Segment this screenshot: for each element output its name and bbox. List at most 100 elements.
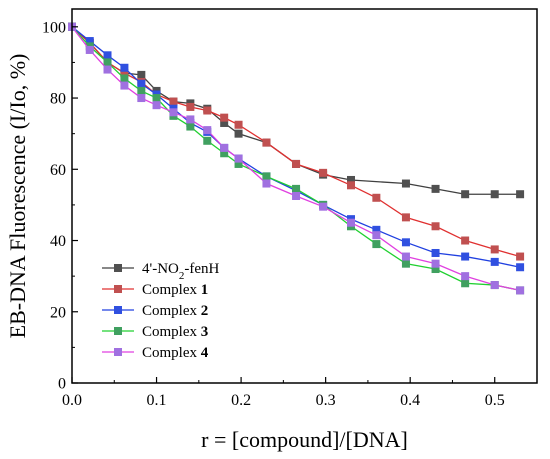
x-tick-label: 0.2 — [231, 392, 251, 409]
data-point — [372, 240, 381, 249]
data-point — [137, 79, 146, 88]
data-point — [120, 81, 129, 90]
series-layer — [68, 22, 525, 295]
data-point — [292, 159, 301, 168]
data-point — [431, 222, 440, 231]
data-point — [490, 190, 499, 199]
data-point — [516, 263, 525, 272]
y-tick-label: 100 — [42, 19, 66, 36]
legend-marker — [114, 327, 122, 335]
legend-item: 4'-NO2-fenH — [102, 261, 220, 282]
data-point — [203, 106, 212, 115]
y-tick-label: 40 — [50, 233, 66, 250]
data-point — [461, 236, 470, 245]
data-point — [234, 120, 243, 129]
data-point — [220, 149, 229, 158]
series-1 — [68, 22, 525, 199]
data-point — [431, 265, 440, 274]
legend-marker — [114, 306, 122, 314]
data-point — [120, 63, 129, 72]
legend-label: Complex 2 — [142, 303, 208, 319]
x-tick-label: 0.5 — [485, 392, 505, 409]
data-point — [292, 184, 301, 193]
data-point — [372, 193, 381, 202]
data-point — [137, 86, 146, 95]
data-point — [234, 154, 243, 163]
data-point — [169, 97, 178, 106]
data-point — [169, 108, 178, 117]
data-point — [262, 172, 271, 181]
data-point — [234, 159, 243, 168]
axes-layer: 0.0 0.1 0.2 0.3 0.4 0.5 0 20 40 60 80 100 — [42, 19, 538, 409]
legend-marker — [114, 348, 122, 356]
data-point — [103, 51, 112, 60]
data-point — [372, 231, 381, 240]
data-point — [516, 286, 525, 295]
x-tick-label: 0.4 — [400, 392, 420, 409]
data-point — [220, 113, 229, 122]
data-point — [103, 58, 112, 67]
x-axis-title: r = [compound]/[DNA] — [201, 427, 408, 452]
data-point — [490, 245, 499, 254]
data-point — [152, 94, 161, 103]
data-point — [120, 74, 129, 83]
data-point — [401, 179, 410, 188]
y-tick-label: 20 — [50, 304, 66, 321]
plot-frame — [71, 8, 538, 384]
y-tick-label: 0 — [58, 376, 66, 393]
legend-label: Complex 4 — [142, 345, 209, 361]
data-point — [461, 272, 470, 281]
series-5 — [68, 22, 525, 295]
legend-item: Complex 2 — [102, 303, 208, 319]
data-point — [401, 259, 410, 268]
data-point — [220, 143, 229, 152]
data-point — [461, 190, 470, 199]
y-axis-title: EB-DNA Fluorescence (I/Io, %) — [5, 54, 30, 339]
series-line — [71, 26, 521, 292]
legend-marker — [114, 264, 122, 272]
data-point — [401, 213, 410, 222]
data-point — [347, 218, 355, 227]
data-point — [234, 129, 243, 138]
data-point — [103, 65, 112, 74]
data-point — [186, 102, 195, 111]
series-line — [71, 26, 521, 268]
x-tick-label: 0.0 — [62, 392, 82, 409]
data-point — [220, 118, 229, 127]
legend-item: Complex 4 — [102, 345, 209, 361]
data-point — [85, 37, 94, 46]
data-point — [262, 179, 271, 188]
data-point — [319, 168, 328, 177]
x-tick-label: 0.3 — [316, 392, 336, 409]
data-point — [431, 248, 440, 257]
data-point — [401, 252, 410, 261]
data-point — [490, 281, 499, 290]
data-point — [347, 181, 355, 190]
data-point — [516, 190, 525, 199]
data-point — [137, 70, 146, 79]
data-point — [372, 225, 381, 234]
legend-marker — [114, 285, 122, 293]
data-point — [431, 259, 440, 268]
data-point — [85, 45, 94, 54]
legend-item: Complex 3 — [102, 324, 208, 340]
data-point — [461, 279, 470, 288]
legend-label: Complex 1 — [142, 282, 208, 298]
data-point — [262, 138, 271, 147]
data-point — [152, 101, 161, 110]
data-point — [186, 115, 195, 124]
data-point — [431, 184, 440, 193]
series-3 — [68, 22, 525, 272]
data-point — [516, 252, 525, 261]
data-point — [120, 69, 129, 78]
data-point — [203, 126, 212, 135]
series-4 — [68, 22, 525, 295]
series-line — [71, 26, 521, 258]
data-point — [186, 122, 195, 131]
legend-label: 4'-NO2-fenH — [142, 261, 220, 282]
series-line — [71, 26, 521, 195]
data-point — [490, 257, 499, 266]
y-tick-label: 60 — [50, 162, 66, 179]
